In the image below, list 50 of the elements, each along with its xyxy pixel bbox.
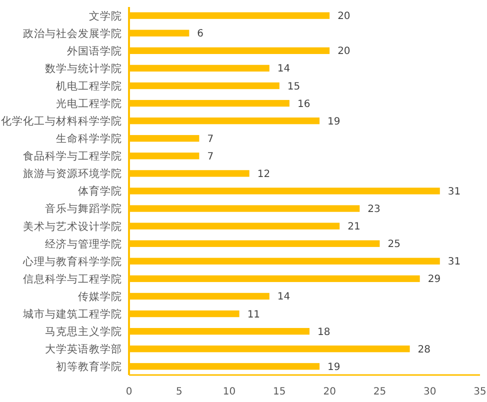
y-tick-label: 机电工程学院 [56,79,122,92]
x-tick-label: 25 [373,386,386,398]
y-tick-label: 文学院 [89,9,122,22]
data-label: 14 [277,64,290,75]
y-tick-label: 美术与艺术设计学院 [23,220,122,233]
y-tick-label: 初等教育学院 [56,360,122,374]
y-tick-label: 信息科学与工程学院 [23,272,122,286]
data-label: 19 [328,362,340,373]
data-label: 21 [348,222,360,233]
x-tick-label: 20 [323,386,336,398]
data-label: 7 [207,134,214,145]
y-tick-label: 光电工程学院 [56,96,122,110]
x-tick-label: 5 [176,386,182,398]
data-label: 31 [448,256,461,268]
y-tick-label: 政治与社会发展学院 [23,26,122,40]
data-label: 23 [368,204,380,216]
y-tick-label: 化学化工与材料科学学院 [1,114,122,128]
data-label: 7 [207,151,214,162]
x-tick-label: 30 [423,386,436,398]
x-tick-label: 35 [474,386,486,398]
y-tick-label: 传媒学院 [78,290,122,303]
y-tick-label: 城市与建筑工程学院 [22,307,122,320]
y-tick-label: 数学与统计学院 [45,62,122,75]
y-tick-label: 心理与教育科学学院 [22,254,122,268]
data-label: 28 [418,344,431,356]
y-tick-label: 外国语学院 [67,44,122,58]
data-label: 25 [388,239,400,250]
data-label: 29 [428,274,441,286]
data-label: 16 [297,98,310,110]
y-tick-label: 生命科学学院 [56,132,122,146]
y-tick-label: 音乐与舞蹈学院 [45,202,122,216]
data-label: 14 [277,292,290,303]
y-tick-label: 体育学院 [78,184,122,198]
data-label: 31 [448,186,461,198]
data-label: 19 [328,116,340,128]
data-label: 15 [287,81,300,92]
y-tick-label: 食品科学与工程学院 [23,150,122,163]
x-tick-label: 10 [222,386,236,398]
data-label: 12 [257,168,270,180]
data-label: 11 [247,309,260,320]
y-tick-label: 大学英语教学部 [45,342,122,356]
y-tick-label: 旅游与资源环境学院 [23,167,122,180]
data-label: 18 [318,326,330,338]
y-tick-label: 马克思主义学院 [45,325,122,338]
x-tick-label: 0 [126,386,132,398]
x-tick-label: 15 [273,386,286,398]
data-label: 6 [197,28,204,40]
data-label: 20 [338,46,350,58]
y-tick-label: 经济与管理学院 [45,237,122,250]
data-label: 20 [338,11,350,22]
